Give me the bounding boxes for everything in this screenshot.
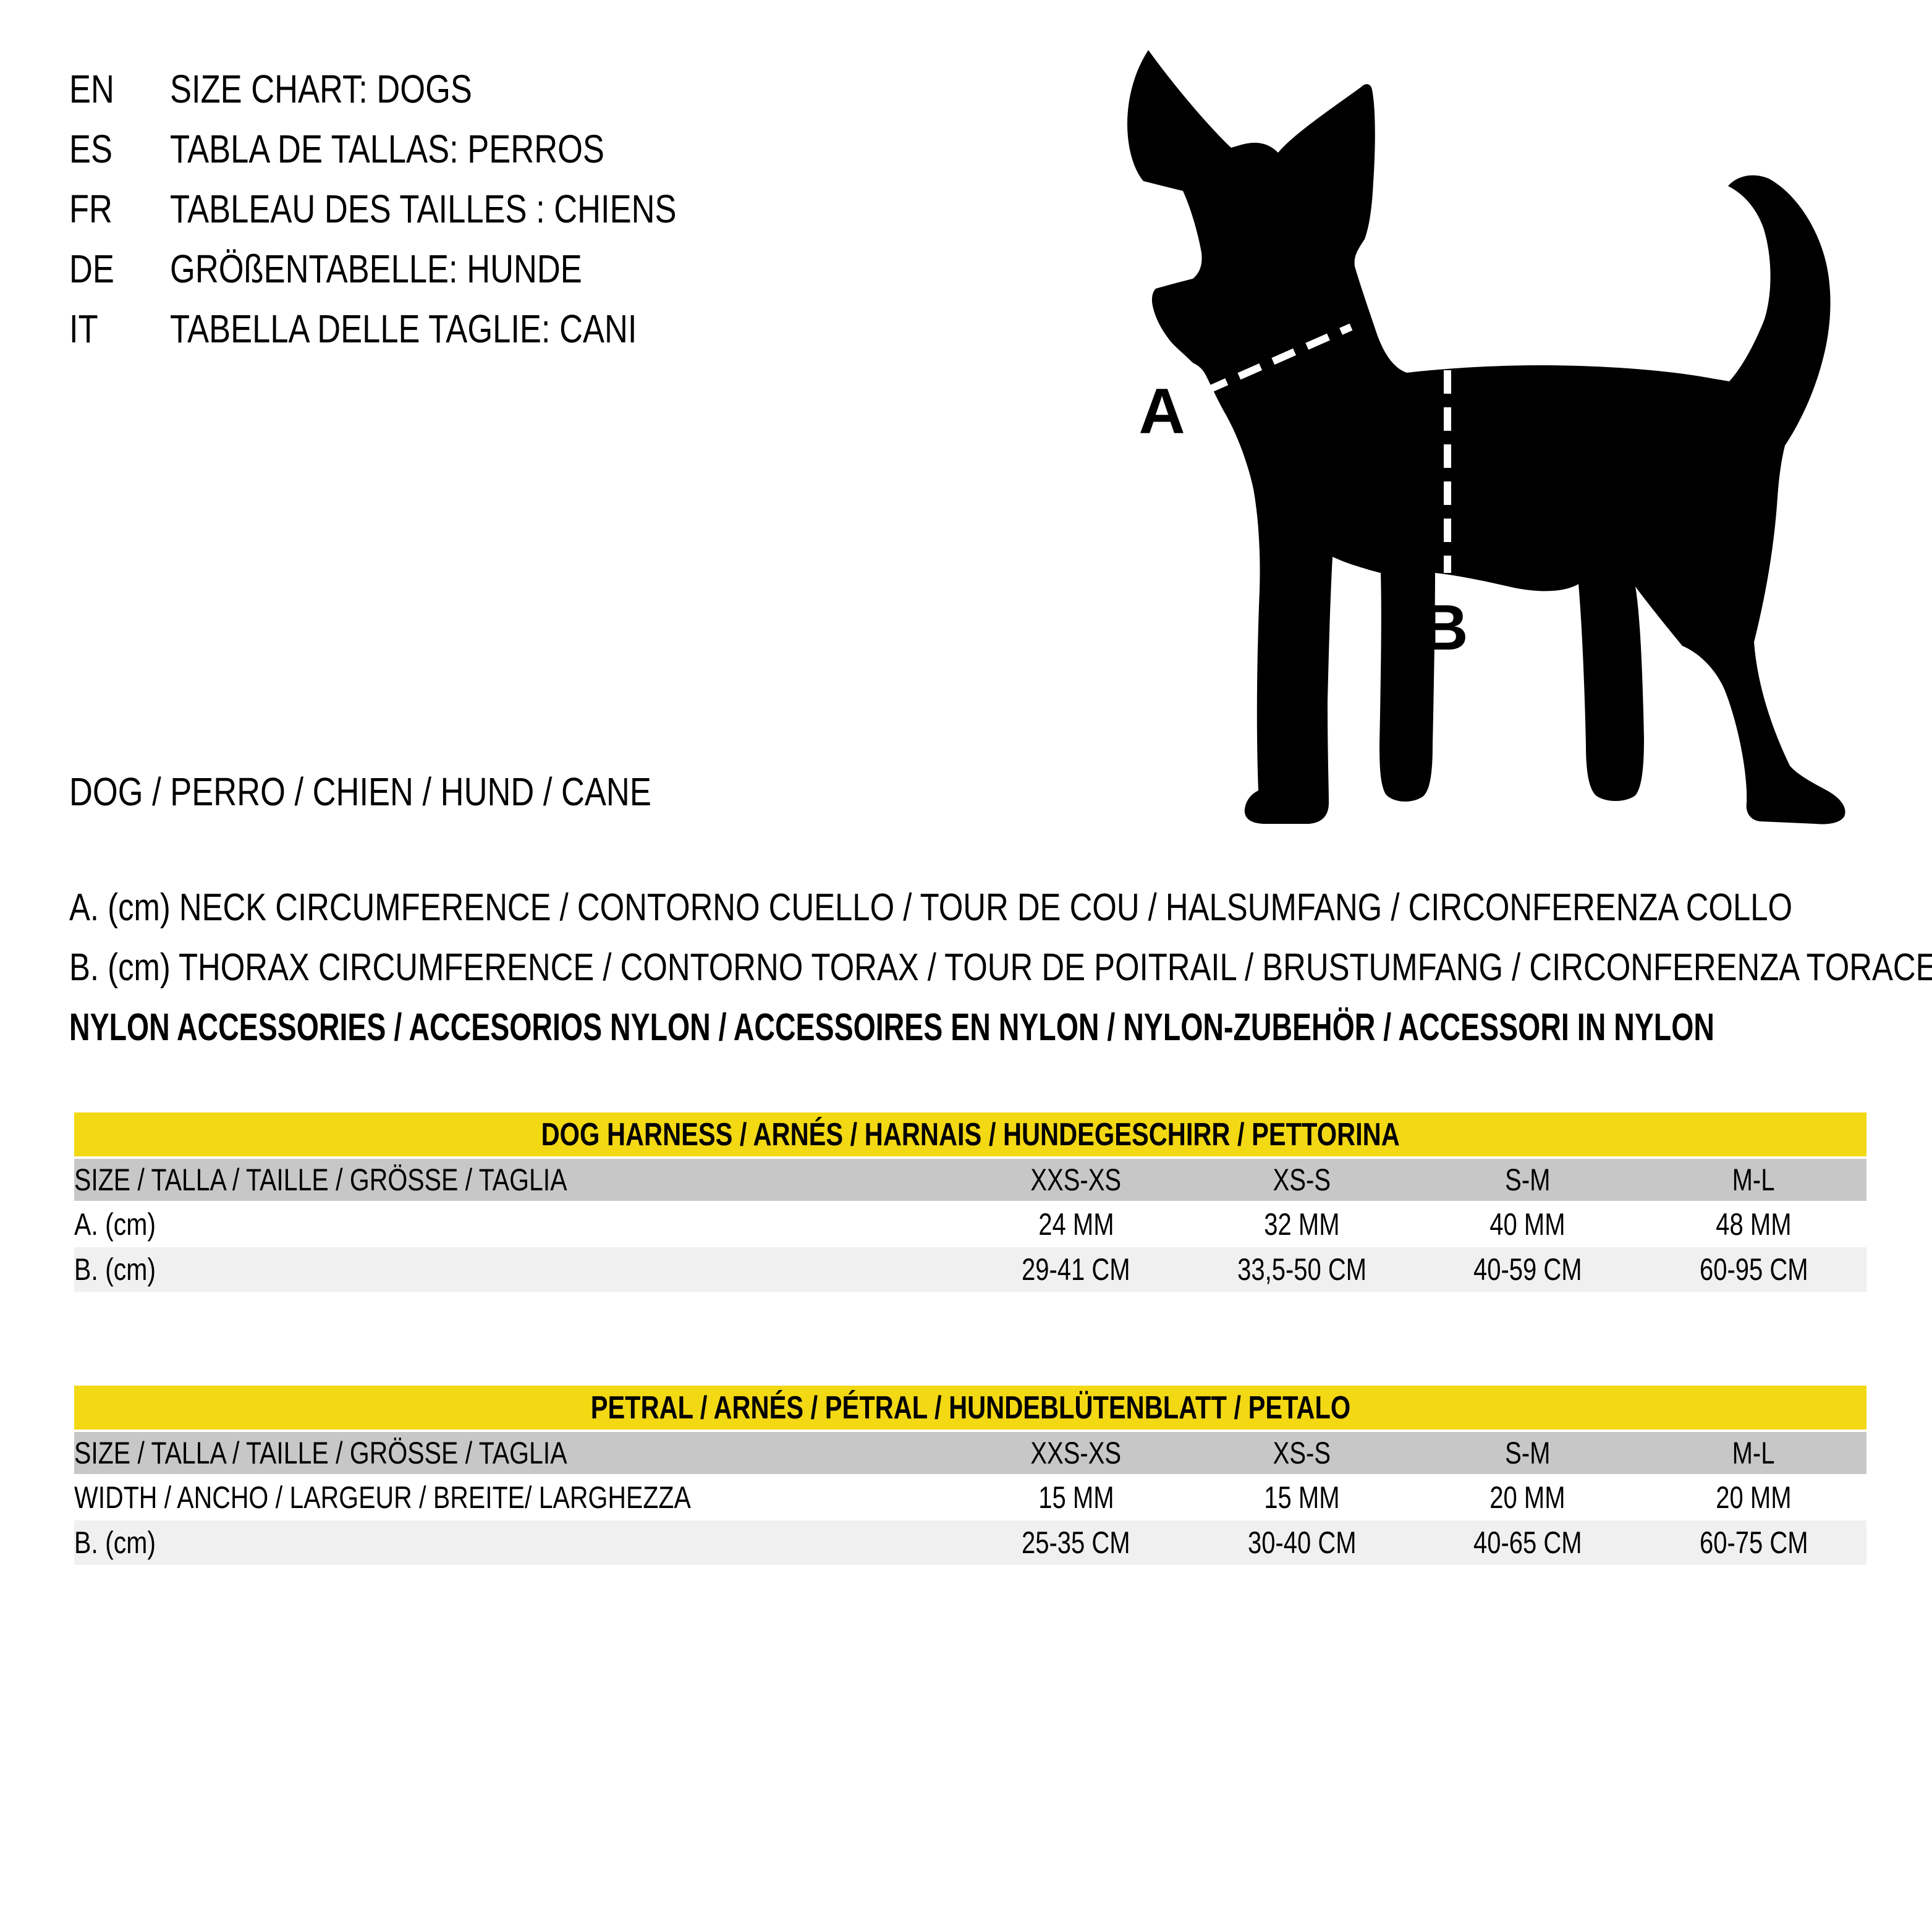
language-code-de: DE xyxy=(69,247,114,291)
language-row-de: DE GRÖßENTABELLE: HUNDE xyxy=(69,239,787,299)
language-code-es: ES xyxy=(69,127,113,171)
petral-b-xs-s: 30-40 CM xyxy=(1247,1525,1357,1560)
language-row-it: IT TABELLA DELLE TAGLIE: CANI xyxy=(69,299,787,359)
dog-harness-table: DOG HARNESS / ARNÉS / HARNAIS / HUNDEGES… xyxy=(74,1112,1866,1292)
petral-table: PETRAL / ARNÉS / PÉTRAL / HUNDEBLÜTENBLA… xyxy=(74,1386,1866,1565)
measure-marker-a: A xyxy=(1138,376,1185,447)
petral-size-s-m: S-M xyxy=(1505,1436,1551,1470)
petral-b-xxs-xs: 25-35 CM xyxy=(1022,1525,1130,1560)
petral-row-b-label: B. (cm) xyxy=(74,1525,156,1560)
language-title-de: GRÖßENTABELLE: HUNDE xyxy=(170,247,582,291)
harness-a-xxs-xs: 24 MM xyxy=(1038,1206,1114,1242)
petral-width-xs-s: 15 MM xyxy=(1264,1480,1340,1515)
figure-caption: DOG / PERRO / CHIEN / HUND / CANE xyxy=(69,762,779,822)
measure-notes: A. (cm) NECK CIRCUMFERENCE / CONTORNO CU… xyxy=(69,878,1932,1057)
language-title-es: TABLA DE TALLAS: PERROS xyxy=(170,127,604,171)
petral-width-m-l: 20 MM xyxy=(1716,1480,1792,1515)
language-title-list: EN SIZE CHART: DOGS ES TABLA DE TALLAS: … xyxy=(69,59,787,359)
harness-row-b-label: B. (cm) xyxy=(74,1252,156,1287)
petral-row-width: WIDTH / ANCHO / LARGEUR / BREITE/ LARGHE… xyxy=(74,1474,1866,1520)
petral-table-title: PETRAL / ARNÉS / PÉTRAL / HUNDEBLÜTENBLA… xyxy=(590,1389,1350,1426)
language-row-fr: FR TABLEAU DES TAILLES : CHIENS xyxy=(69,179,787,239)
harness-table-title: DOG HARNESS / ARNÉS / HARNAIS / HUNDEGES… xyxy=(541,1116,1400,1153)
petral-size-label: SIZE / TALLA / TAILLE / GRÖSSE / TAGLIA xyxy=(74,1436,567,1470)
note-thorax: B. (cm) THORAX CIRCUMFERENCE / CONTORNO … xyxy=(69,938,1932,998)
measure-marker-b: B xyxy=(1421,592,1468,664)
harness-row-a-label: A. (cm) xyxy=(74,1206,156,1242)
language-code-en: EN xyxy=(69,67,114,111)
harness-b-s-m: 40-59 CM xyxy=(1473,1252,1582,1287)
petral-width-s-m: 20 MM xyxy=(1489,1480,1566,1515)
note-neck-text: A. (cm) NECK CIRCUMFERENCE / CONTORNO CU… xyxy=(69,886,1793,929)
language-row-es: ES TABLA DE TALLAS: PERROS xyxy=(69,119,787,179)
language-title-it: TABELLA DELLE TAGLIE: CANI xyxy=(170,307,637,351)
petral-size-row: SIZE / TALLA / TAILLE / GRÖSSE / TAGLIA … xyxy=(74,1432,1866,1474)
dog-silhouette xyxy=(1127,50,1845,824)
petral-row-b: B. (cm) 25-35 CM 30-40 CM 40-65 CM 60-75… xyxy=(74,1520,1866,1565)
harness-size-label: SIZE / TALLA / TAILLE / GRÖSSE / TAGLIA xyxy=(74,1163,567,1197)
petral-b-m-l: 60-75 CM xyxy=(1699,1525,1808,1560)
petral-size-xxs-xs: XXS-XS xyxy=(1030,1436,1122,1470)
harness-b-m-l: 60-95 CM xyxy=(1699,1252,1808,1287)
harness-a-xs-s: 32 MM xyxy=(1264,1206,1340,1242)
harness-size-row: SIZE / TALLA / TAILLE / GRÖSSE / TAGLIA … xyxy=(74,1159,1866,1201)
language-row-en: EN SIZE CHART: DOGS xyxy=(69,59,787,119)
petral-table-title-row: PETRAL / ARNÉS / PÉTRAL / HUNDEBLÜTENBLA… xyxy=(74,1386,1866,1432)
harness-size-xs-s: XS-S xyxy=(1273,1163,1331,1197)
neck-measure-line-a xyxy=(1203,323,1353,395)
language-title-en: SIZE CHART: DOGS xyxy=(170,67,472,111)
language-code-it: IT xyxy=(69,307,98,351)
harness-a-m-l: 48 MM xyxy=(1716,1206,1792,1242)
harness-a-s-m: 40 MM xyxy=(1489,1206,1566,1242)
note-nylon: NYLON ACCESSORIES / ACCESORIOS NYLON / A… xyxy=(69,998,1932,1057)
language-code-fr: FR xyxy=(69,187,112,231)
note-neck: A. (cm) NECK CIRCUMFERENCE / CONTORNO CU… xyxy=(69,878,1932,938)
harness-b-xxs-xs: 29-41 CM xyxy=(1022,1252,1130,1287)
note-thorax-text: B. (cm) THORAX CIRCUMFERENCE / CONTORNO … xyxy=(69,946,1932,989)
harness-row-a: A. (cm) 24 MM 32 MM 40 MM 48 MM xyxy=(74,1201,1866,1247)
harness-table-title-row: DOG HARNESS / ARNÉS / HARNAIS / HUNDEGES… xyxy=(74,1112,1866,1159)
harness-size-m-l: M-L xyxy=(1732,1163,1775,1197)
petral-size-xs-s: XS-S xyxy=(1273,1436,1331,1470)
harness-size-xxs-xs: XXS-XS xyxy=(1030,1163,1122,1197)
figure-caption-text: DOG / PERRO / CHIEN / HUND / CANE xyxy=(69,769,651,814)
petral-row-width-label: WIDTH / ANCHO / LARGEUR / BREITE/ LARGHE… xyxy=(74,1480,691,1515)
harness-size-s-m: S-M xyxy=(1505,1163,1551,1197)
petral-b-s-m: 40-65 CM xyxy=(1473,1525,1582,1560)
harness-b-xs-s: 33,5-50 CM xyxy=(1237,1252,1366,1287)
language-title-fr: TABLEAU DES TAILLES : CHIENS xyxy=(170,187,677,231)
petral-width-xxs-xs: 15 MM xyxy=(1038,1480,1114,1515)
dog-silhouette-figure: A B xyxy=(1127,50,1845,824)
note-nylon-text: NYLON ACCESSORIES / ACCESORIOS NYLON / A… xyxy=(69,1006,1714,1049)
petral-size-m-l: M-L xyxy=(1732,1436,1775,1470)
harness-row-b: B. (cm) 29-41 CM 33,5-50 CM 40-59 CM 60-… xyxy=(74,1247,1866,1292)
